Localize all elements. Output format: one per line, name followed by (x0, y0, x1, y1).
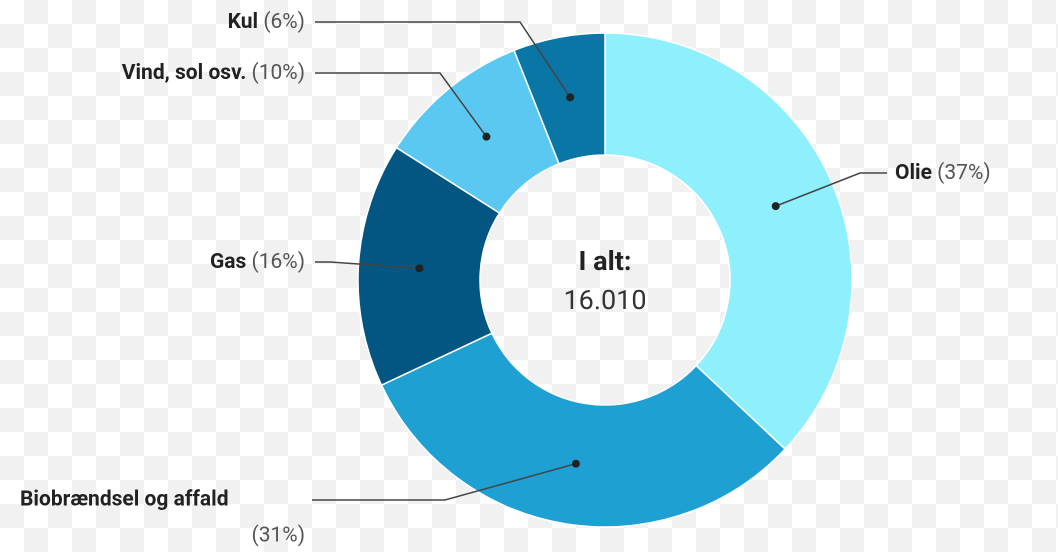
leader-dot (482, 132, 491, 141)
slice-percent: (6%) (263, 10, 305, 34)
leader-line (312, 462, 577, 501)
slice-percent: (16%) (252, 250, 305, 274)
donut-slice (604, 32, 853, 451)
slice-label: Vind, sol osv. (122, 61, 247, 85)
leader-line (315, 72, 488, 138)
slice-label: Olie (895, 161, 932, 185)
slice-percent: (10%) (252, 61, 305, 85)
donut (357, 32, 853, 528)
slice-label-group: Kul (6%) (228, 10, 305, 34)
leader-line (315, 21, 571, 98)
slice-label: Kul (228, 10, 258, 34)
leader-dot (571, 459, 580, 468)
slice-percent: (37%) (937, 161, 990, 185)
slice-label: Biobrændsel og affald (20, 488, 229, 512)
leader-line (315, 261, 420, 270)
slice-label: Gas (210, 250, 247, 274)
center-value: 16.010 (564, 284, 647, 316)
leader-line (775, 172, 887, 207)
donut-slice (513, 32, 606, 165)
leader-dot (415, 264, 424, 273)
donut-slice (357, 146, 501, 387)
leader-dot (771, 202, 780, 211)
slice-label-group: Gas (16%) (210, 250, 305, 274)
labels: Olie (37%) Biobrændsel og affald (31%) Gas … (20, 10, 991, 548)
slice-label-group: Olie (37%) (895, 161, 991, 185)
center-title: I alt: (579, 245, 632, 277)
donut-slice (380, 332, 787, 528)
leader-dot (566, 93, 575, 102)
slice-label-group: Vind, sol osv. (10%) (122, 61, 305, 85)
slice-percent: (31%) (252, 524, 305, 548)
